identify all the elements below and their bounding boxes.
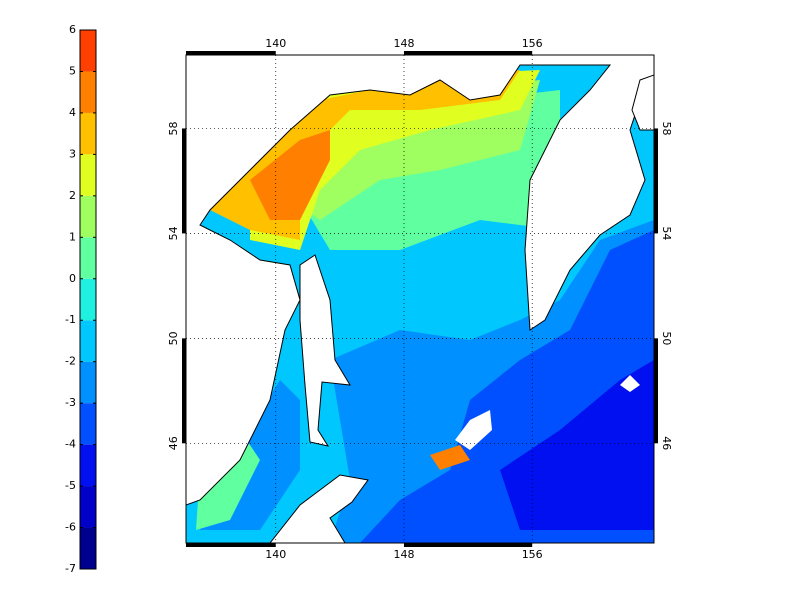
colorbar-band	[80, 237, 96, 279]
frame-segment	[654, 338, 658, 444]
data-field	[186, 55, 654, 543]
lon-tick-label: 148	[393, 37, 414, 50]
colorbar-tick-label: -1	[65, 313, 76, 326]
colorbar-tick-label: 6	[69, 23, 76, 36]
colorbar-band	[80, 444, 96, 487]
colorbar-tick-label: -7	[65, 562, 76, 575]
colorbar-tick-label: 1	[69, 230, 76, 243]
missing-data	[620, 375, 640, 392]
colorbar-tick-label: 5	[69, 64, 76, 77]
colorbar-band	[80, 361, 96, 404]
colorbar-band	[80, 30, 96, 72]
lat-tick-label: 58	[167, 121, 180, 135]
frame-segment	[182, 338, 186, 444]
land	[299, 254, 351, 447]
frame-segment	[186, 543, 276, 547]
lon-tick-label: 156	[522, 37, 543, 50]
field-region	[430, 445, 470, 470]
land	[186, 55, 654, 506]
frame-segment	[403, 543, 533, 547]
colorbar-frame	[79, 29, 97, 570]
colorbar-tick-label: 0	[69, 272, 76, 285]
lat-tick-label: 54	[167, 226, 180, 240]
frame-segment	[403, 51, 533, 55]
lon-tick-label: 148	[393, 548, 414, 561]
colorbar-tick-label: 2	[69, 189, 76, 202]
missing-data	[455, 410, 492, 450]
frame-segment	[182, 128, 186, 234]
lat-tick-label: 54	[660, 226, 673, 240]
colorbar-tick-label: 3	[69, 147, 76, 160]
field-region	[196, 430, 260, 530]
lon-tick-label: 140	[265, 37, 286, 50]
colorbar-band	[80, 527, 96, 569]
field-region	[500, 360, 654, 530]
colorbar-tick-label: -2	[65, 355, 76, 368]
lat-tick-label: 46	[167, 436, 180, 450]
lat-tick-label: 46	[660, 436, 673, 450]
frame-segment	[186, 51, 276, 55]
land	[631, 74, 654, 131]
land	[269, 474, 369, 543]
lat-tick-label: 58	[660, 121, 673, 135]
colorbar-tick-label: -5	[65, 479, 76, 492]
colorbar-band	[80, 486, 96, 528]
lat-tick-label: 50	[167, 331, 180, 345]
colorbar-band	[80, 195, 96, 238]
colorbar-band	[80, 154, 96, 196]
colorbar-tick-label: 4	[69, 106, 76, 119]
colorbar-band	[80, 278, 96, 321]
colorbar-tick-label: -4	[65, 438, 76, 451]
field-region	[250, 130, 330, 220]
colorbar-band	[80, 112, 96, 155]
colorbar-tick-label: -3	[65, 396, 76, 409]
frame-segment	[654, 128, 658, 234]
lon-tick-label: 140	[265, 548, 286, 561]
colorbar-tick-label: -6	[65, 521, 76, 534]
colorbar-band	[80, 403, 96, 445]
lat-tick-label: 50	[660, 331, 673, 345]
lon-tick-label: 156	[522, 548, 543, 561]
colorbar-band	[80, 71, 96, 113]
colorbar-band	[80, 320, 96, 362]
